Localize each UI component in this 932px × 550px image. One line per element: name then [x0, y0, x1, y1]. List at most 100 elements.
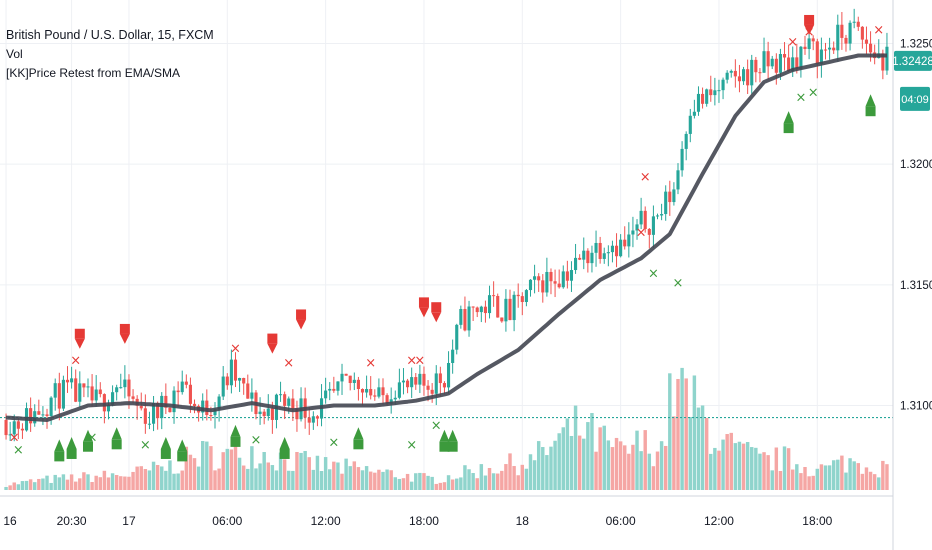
chart-legend: British Pound / U.S. Dollar, 15, FXCM Vo… [6, 26, 214, 83]
volume-bar [53, 474, 57, 490]
candle-body [692, 111, 696, 116]
volume-bar [688, 416, 693, 490]
candle-body [328, 388, 332, 391]
volume-bar [491, 473, 496, 490]
volume-bar [282, 459, 287, 490]
candle-body [463, 308, 467, 331]
legend-indicator[interactable]: [KK]Price Retest from EMA/SMA [6, 66, 181, 80]
sell-flag-arrow [74, 338, 85, 349]
candle-body [70, 378, 74, 383]
volume-bar [393, 477, 398, 490]
volume-bar [426, 475, 430, 490]
volume-bar [594, 451, 598, 490]
volume-bar [4, 487, 8, 490]
candle-body [37, 411, 41, 415]
volume-bar [737, 441, 742, 490]
retest-x-green: × [328, 436, 339, 451]
candle-body [770, 58, 774, 67]
price-tick-label: 1.32500 [900, 38, 932, 50]
candle-body [582, 250, 586, 260]
volume-bar [524, 468, 529, 490]
candle-body [832, 47, 836, 51]
volume-bar [766, 455, 770, 490]
volume-bar [434, 483, 438, 490]
volume-bar [287, 470, 291, 490]
candle-body [623, 239, 627, 247]
volume-bar [639, 451, 643, 490]
volume-bar [725, 434, 729, 490]
volume-bar [795, 464, 799, 490]
candle-body [49, 397, 53, 416]
volume-bar [336, 462, 340, 490]
volume-bar [33, 482, 37, 490]
volume-bar [704, 417, 709, 490]
volume-bar [430, 476, 434, 490]
candle-body [852, 21, 856, 23]
candle-body [283, 394, 287, 406]
candle-body [705, 89, 709, 104]
volume-bar [307, 457, 311, 490]
volume-bar [360, 470, 365, 490]
volume-bar [49, 482, 53, 490]
volume-bar [590, 413, 594, 490]
retest-x-green: × [406, 438, 417, 453]
candle-body [475, 307, 479, 313]
volume-bar [561, 427, 565, 490]
volume-bar [24, 480, 29, 490]
sell-flag [267, 333, 278, 344]
volume-bar [680, 367, 684, 490]
legend-symbol[interactable]: British Pound / U.S. Dollar, 15, FXCM [6, 28, 214, 42]
candle-body [524, 290, 528, 303]
volume-bar [803, 467, 807, 490]
buy-flag [82, 441, 93, 452]
candle-body [143, 408, 147, 424]
volume-bar [729, 432, 733, 490]
volume-bar [299, 452, 303, 490]
volume-bar [541, 447, 545, 490]
candle-body [180, 381, 184, 393]
buy-flag-arrow [447, 429, 458, 442]
volume-bar [78, 478, 82, 490]
volume-bar [676, 378, 680, 490]
volume-bar [536, 441, 541, 490]
candle-body [766, 51, 770, 67]
volume-bar [291, 470, 295, 490]
volume-bar [401, 478, 406, 490]
candle-body [344, 373, 348, 376]
candle-body [512, 294, 516, 321]
buy-flag-arrow [111, 427, 122, 440]
candle-body [869, 43, 873, 53]
candle-body [233, 359, 238, 381]
candle-body [455, 324, 459, 350]
volume-bar [229, 449, 234, 490]
volume-bar [799, 473, 803, 490]
volume-bar [852, 461, 856, 490]
candle-body [586, 250, 590, 264]
volume-bar [836, 459, 840, 490]
legend-volume[interactable]: Vol [6, 47, 23, 61]
candle-body [672, 189, 676, 203]
candle-body [90, 386, 94, 401]
candle-body [422, 373, 426, 386]
retest-x-red: × [414, 353, 425, 368]
buy-flag-arrow [230, 424, 241, 437]
candle-body [668, 191, 672, 203]
candle-body [606, 252, 610, 254]
candle-body [733, 70, 737, 77]
buy-flag [447, 441, 458, 452]
buy-flag [783, 123, 794, 134]
candle-body [635, 224, 639, 231]
candle-body [332, 388, 336, 391]
countdown-badge [900, 86, 930, 111]
candle-body [746, 69, 750, 86]
candle-body [348, 375, 352, 383]
candle-body [365, 388, 369, 393]
volume-bar [877, 477, 881, 490]
candle-body [557, 283, 561, 288]
candle-body [340, 373, 344, 382]
volume-bar [508, 453, 512, 490]
volume-bar [151, 461, 156, 490]
buy-flag [279, 448, 290, 459]
